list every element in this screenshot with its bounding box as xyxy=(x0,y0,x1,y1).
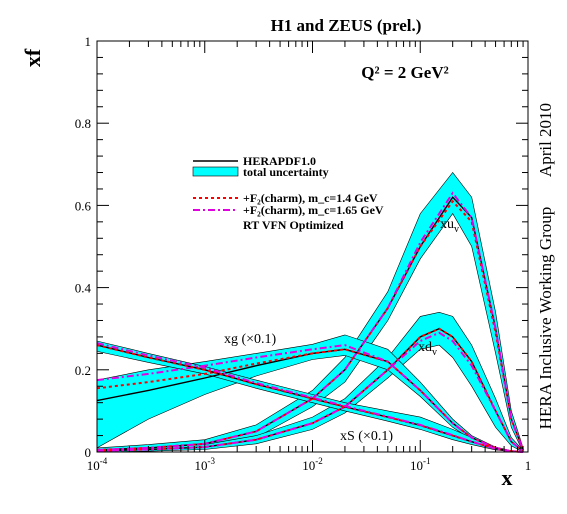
x-ticks: 10-4 10-3 10-2 10-1 1 xyxy=(87,41,532,473)
legend-label-magenta: +F₂(charm), m_c=1.65 GeV xyxy=(243,203,384,217)
legend-swatch-band xyxy=(192,166,239,177)
line-red-xuv xyxy=(96,199,525,451)
q2-annotation: Q² = 2 GeV² xyxy=(361,63,448,82)
line-magenta-xS xyxy=(96,342,524,453)
y-tick-label: 1 xyxy=(85,34,92,49)
y-tick-label: 0.8 xyxy=(75,116,91,131)
x-tick-label: 10-2 xyxy=(302,456,323,473)
label-xuv: xuv xyxy=(440,217,459,235)
x-tick-label: 10-3 xyxy=(195,456,216,473)
y-tick-label: 0 xyxy=(85,445,92,460)
chart-title: H1 and ZEUS (prel.) xyxy=(271,16,422,35)
side-label-group: HERA Inclusive Working Group xyxy=(536,207,555,430)
y-axis-label: xf xyxy=(20,48,45,67)
legend-label-red: +F₂(charm), m_c=1.4 GeV xyxy=(243,191,378,205)
label-xg: xg (×0.1) xyxy=(224,332,277,347)
x-axis-label: x xyxy=(502,465,513,490)
line-red-xS xyxy=(96,344,524,453)
y-ticks: 0 0.2 0.4 0.6 0.8 1 xyxy=(75,34,528,460)
label-xs: xS (×0.1) xyxy=(340,429,393,444)
line-magenta-xdv xyxy=(96,331,524,452)
x-tick-label: 1 xyxy=(525,458,532,473)
y-tick-label: 0.2 xyxy=(75,363,91,378)
label-xdv: xdv xyxy=(418,340,437,358)
legend-label-rt: RT VFN Optimized xyxy=(243,218,344,232)
side-label-date: April 2010 xyxy=(536,103,555,177)
legend: HERAPDF1.0 total uncertainty +F₂(charm),… xyxy=(192,154,384,232)
x-tick-label: 10-1 xyxy=(410,456,431,473)
y-tick-label: 0.6 xyxy=(75,198,92,213)
y-tick-label: 0.4 xyxy=(75,281,92,296)
legend-label-central: HERAPDF1.0 xyxy=(243,154,316,168)
legend-label-band: total uncertainty xyxy=(243,165,329,179)
pdf-curves xyxy=(96,191,525,453)
x-tick-label: 10-4 xyxy=(87,456,108,473)
